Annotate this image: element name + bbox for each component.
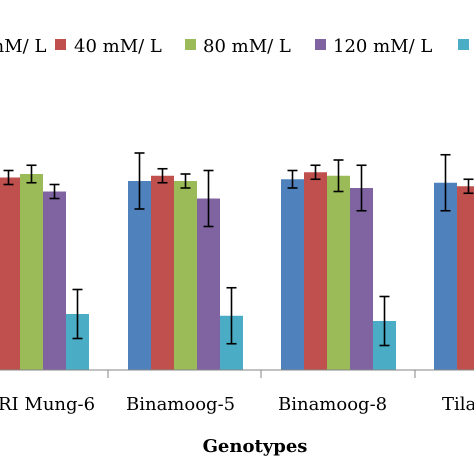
legend-label-80mm: 80 mM/ L xyxy=(203,36,291,57)
error-bar-3-series-4 xyxy=(356,164,367,212)
legend-label-0mm: 0 mM/ L xyxy=(0,36,46,57)
legend-label-120mm: 120 mM/ L xyxy=(333,36,432,57)
legend-swatch-40mm xyxy=(55,39,66,50)
error-bar-1-series-5 xyxy=(72,288,83,340)
bar-1-series-4 xyxy=(43,191,66,370)
error-bar-1-series-3 xyxy=(26,164,37,184)
x-tick-label-3: Binamoog-8 xyxy=(278,394,387,415)
bar-1-series-5 xyxy=(66,314,89,370)
error-bar-3-series-5 xyxy=(379,295,390,347)
error-bar-1-series-4 xyxy=(49,183,60,200)
legend-swatch-80mm xyxy=(185,39,196,50)
legend-swatch-160mm xyxy=(458,39,469,50)
legend: 0 mM/ L 40 mM/ L 80 mM/ L 120 mM/ L xyxy=(0,36,469,57)
bar-4-series-2 xyxy=(457,186,474,370)
legend-swatch-120mm xyxy=(315,39,326,50)
x-tick-label-4: Tila xyxy=(442,394,474,415)
bar-3-series-4 xyxy=(350,188,373,370)
bar-2-series-4 xyxy=(197,198,220,370)
x-tick-label-2: Binamoog-5 xyxy=(126,394,235,415)
error-bar-3-series-2 xyxy=(310,164,321,181)
bar-3-series-3 xyxy=(327,175,350,370)
error-bar-2-series-4 xyxy=(203,169,214,228)
error-bar-4-series-1 xyxy=(440,153,451,212)
bars-layer xyxy=(0,152,474,370)
x-axis-ticks xyxy=(107,370,416,378)
error-bar-3-series-1 xyxy=(287,169,298,189)
error-bar-1-series-2 xyxy=(3,169,14,186)
error-bar-4-series-2 xyxy=(463,178,474,195)
x-tick-labels: RI Mung-6 Binamoog-5 Binamoog-8 Tila xyxy=(0,394,474,415)
bar-2-series-2 xyxy=(151,175,174,370)
x-axis-title: Genotypes xyxy=(203,436,308,457)
bar-3-series-2 xyxy=(304,172,327,370)
bar-4-series-1 xyxy=(434,182,457,370)
bar-3-series-1 xyxy=(281,179,304,370)
error-bar-2-series-3 xyxy=(180,173,191,189)
bar-1-series-3 xyxy=(20,174,43,370)
error-bar-2-series-1 xyxy=(134,152,145,210)
bar-2-series-3 xyxy=(174,181,197,370)
x-tick-label-1: RI Mung-6 xyxy=(0,394,95,415)
error-bar-2-series-2 xyxy=(157,167,168,184)
bar-2-series-1 xyxy=(128,181,151,370)
error-bar-2-series-5 xyxy=(226,286,237,345)
error-bar-3-series-3 xyxy=(333,159,344,193)
bar-1-series-2 xyxy=(0,177,20,370)
legend-label-40mm: 40 mM/ L xyxy=(74,36,162,57)
